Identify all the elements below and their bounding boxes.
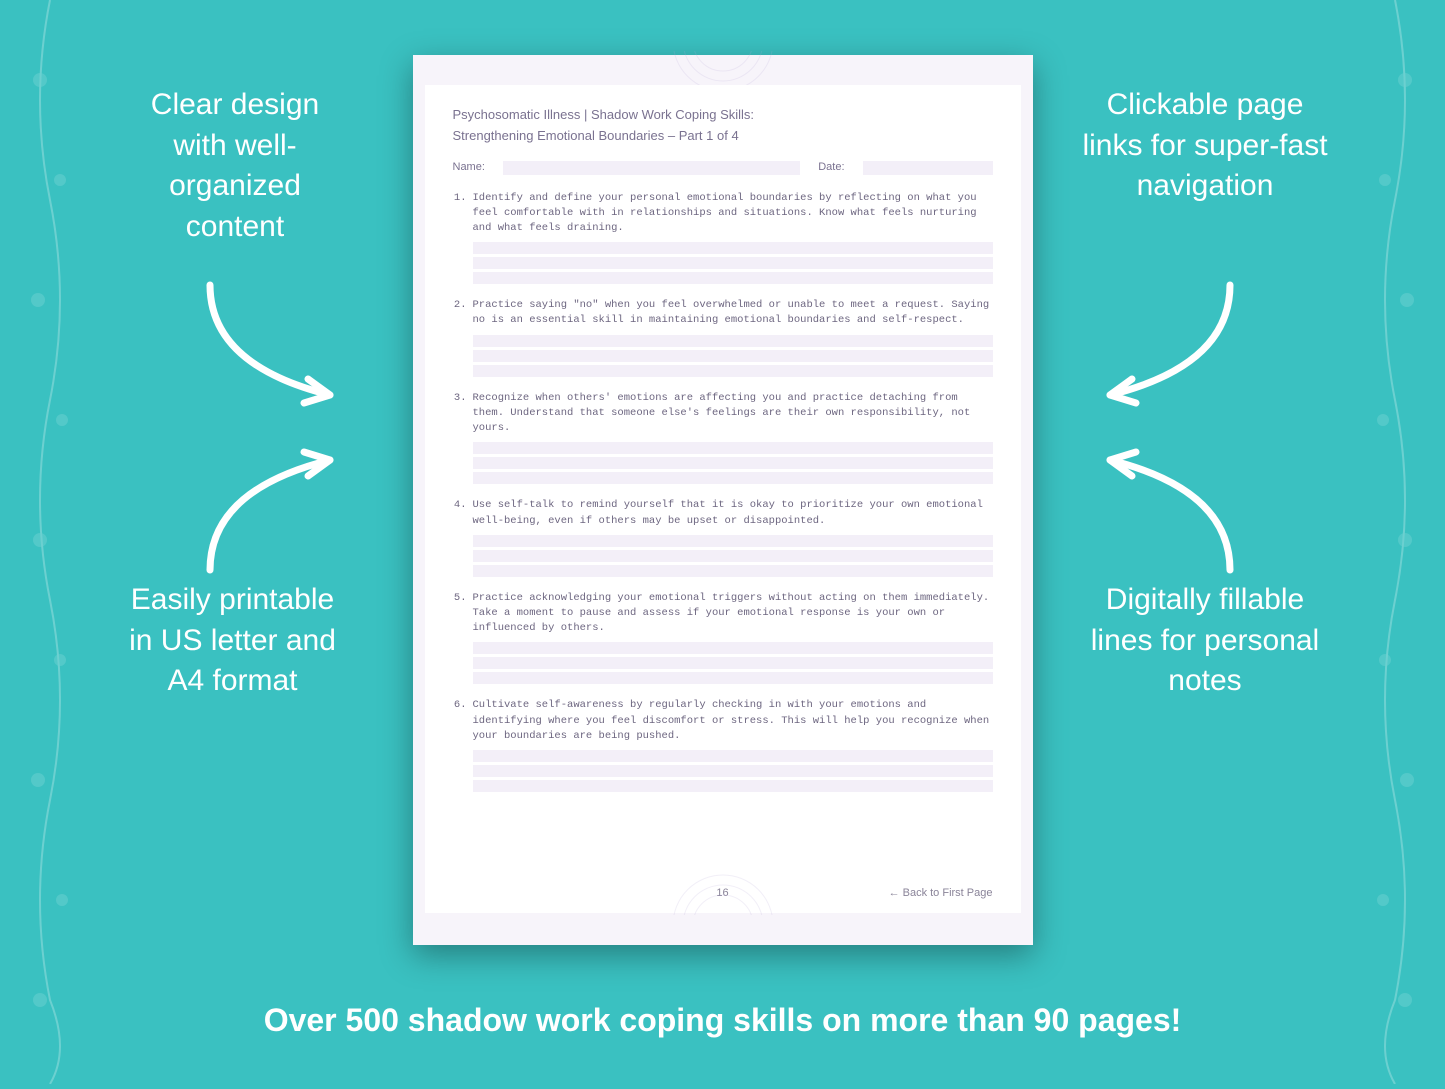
question-item: 5.Practice acknowledging your emotional … — [453, 591, 993, 637]
answer-line[interactable] — [473, 535, 993, 547]
question-number: 5. — [453, 591, 467, 637]
answer-line[interactable] — [473, 335, 993, 347]
bottom-banner: Over 500 shadow work coping skills on mo… — [0, 1002, 1445, 1039]
answer-line[interactable] — [473, 472, 993, 484]
question-number: 1. — [453, 191, 467, 237]
answer-lines — [473, 442, 993, 484]
arrow-bottom-left — [190, 440, 370, 585]
name-date-row: Name: Date: — [453, 161, 993, 175]
question-list: 1.Identify and define your personal emot… — [453, 191, 993, 793]
question-item: 1.Identify and define your personal emot… — [453, 191, 993, 237]
answer-lines — [473, 535, 993, 577]
question-text: Recognize when others' emotions are affe… — [473, 391, 993, 437]
answer-line[interactable] — [473, 257, 993, 269]
worksheet-title: Psychosomatic Illness | Shadow Work Copi… — [453, 105, 993, 147]
answer-line[interactable] — [473, 780, 993, 792]
name-field[interactable] — [503, 161, 800, 175]
answer-line[interactable] — [473, 765, 993, 777]
callout-bottom-left: Easily printable in US letter and A4 for… — [115, 580, 350, 702]
arrow-bottom-right — [1070, 440, 1250, 585]
decorative-floral-left — [0, 0, 100, 1084]
question-number: 6. — [453, 698, 467, 744]
answer-line[interactable] — [473, 642, 993, 654]
answer-lines — [473, 242, 993, 284]
back-to-first-page-link[interactable]: ← Back to First Page — [889, 887, 993, 899]
answer-line[interactable] — [473, 750, 993, 762]
date-field[interactable] — [863, 161, 993, 175]
answer-line[interactable] — [473, 350, 993, 362]
answer-lines — [473, 642, 993, 684]
answer-line[interactable] — [473, 565, 993, 577]
answer-line[interactable] — [473, 657, 993, 669]
answer-line[interactable] — [473, 550, 993, 562]
arrow-top-right — [1070, 275, 1250, 420]
answer-line[interactable] — [473, 457, 993, 469]
worksheet-page: Psychosomatic Illness | Shadow Work Copi… — [413, 55, 1033, 945]
answer-line[interactable] — [473, 672, 993, 684]
question-text: Cultivate self-awareness by regularly ch… — [473, 698, 993, 744]
question-text: Practice acknowledging your emotional tr… — [473, 591, 993, 637]
name-label: Name: — [453, 161, 485, 175]
page-number: 16 — [716, 887, 728, 899]
question-text: Practice saying "no" when you feel overw… — [473, 298, 993, 328]
callout-top-right: Clickable page links for super-fast navi… — [1080, 85, 1330, 207]
worksheet-title-line2: Strengthening Emotional Boundaries – Par… — [453, 126, 993, 147]
question-text: Identify and define your personal emotio… — [473, 191, 993, 237]
answer-line[interactable] — [473, 242, 993, 254]
answer-line[interactable] — [473, 365, 993, 377]
worksheet-inner: Psychosomatic Illness | Shadow Work Copi… — [425, 85, 1021, 913]
date-label: Date: — [818, 161, 844, 175]
decorative-floral-right — [1345, 0, 1445, 1084]
question-item: 6.Cultivate self-awareness by regularly … — [453, 698, 993, 744]
arrow-top-left — [190, 275, 370, 420]
question-item: 3.Recognize when others' emotions are af… — [453, 391, 993, 437]
question-item: 4.Use self-talk to remind yourself that … — [453, 498, 993, 528]
question-number: 3. — [453, 391, 467, 437]
answer-lines — [473, 750, 993, 792]
question-text: Use self-talk to remind yourself that it… — [473, 498, 993, 528]
answer-line[interactable] — [473, 272, 993, 284]
worksheet-title-line1: Psychosomatic Illness | Shadow Work Copi… — [453, 105, 993, 126]
question-number: 4. — [453, 498, 467, 528]
answer-line[interactable] — [473, 442, 993, 454]
question-number: 2. — [453, 298, 467, 328]
answer-lines — [473, 335, 993, 377]
callout-top-left: Clear design with well-organized content — [120, 85, 350, 247]
question-item: 2.Practice saying "no" when you feel ove… — [453, 298, 993, 328]
page-footer: 16 ← Back to First Page — [453, 887, 993, 899]
callout-bottom-right: Digitally fillable lines for personal no… — [1090, 580, 1320, 702]
